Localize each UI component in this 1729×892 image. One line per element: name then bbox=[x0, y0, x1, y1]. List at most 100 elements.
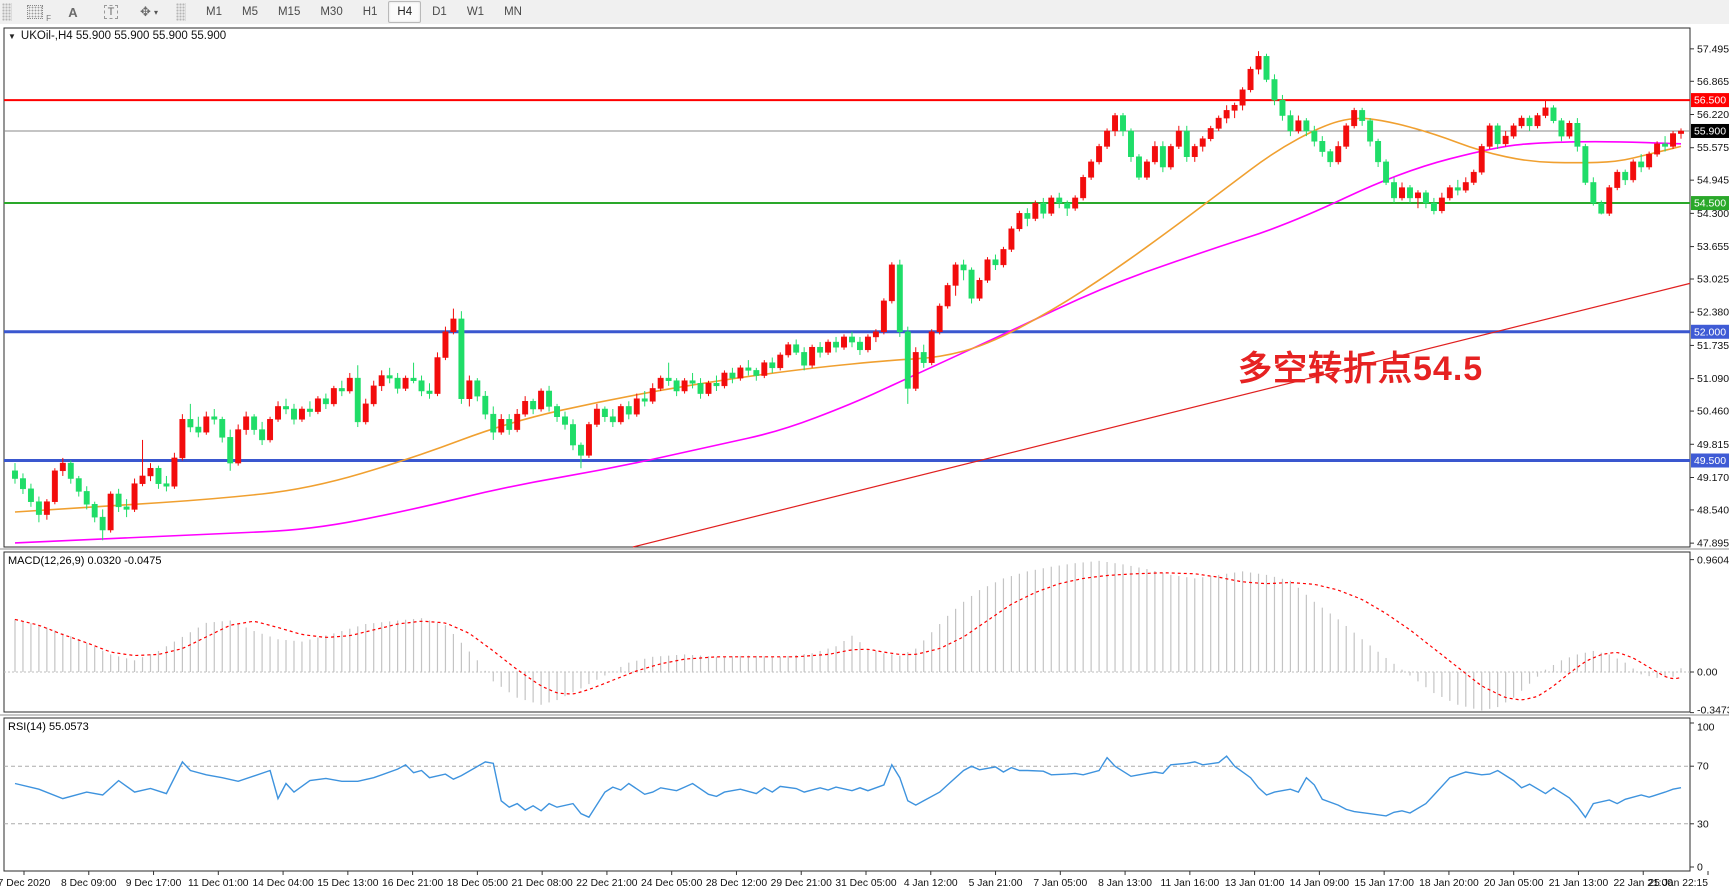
objects-grid-button[interactable]: F bbox=[18, 1, 52, 23]
text-tool-icon: T bbox=[103, 5, 119, 19]
cursor-tool-button[interactable]: A bbox=[56, 1, 90, 23]
svg-text:55.575: 55.575 bbox=[1697, 142, 1729, 154]
svg-text:11 Jan 16:00: 11 Jan 16:00 bbox=[1160, 878, 1219, 889]
svg-text:7 Dec 2020: 7 Dec 2020 bbox=[0, 878, 51, 889]
svg-text:54.500: 54.500 bbox=[1694, 198, 1726, 210]
svg-text:51.735: 51.735 bbox=[1697, 340, 1729, 352]
timeframe-button-group: M1 M5 M15 M30 H1 H4 D1 W1 MN bbox=[196, 1, 532, 23]
svg-text:49.500: 49.500 bbox=[1694, 455, 1726, 467]
price-badge-49.500 bbox=[1691, 453, 1729, 468]
svg-text:50.460: 50.460 bbox=[1697, 406, 1729, 418]
svg-text:14 Dec 04:00: 14 Dec 04:00 bbox=[252, 878, 314, 889]
cursor-a-icon: A bbox=[68, 4, 78, 20]
svg-text:29 Dec 21:00: 29 Dec 21:00 bbox=[771, 878, 833, 889]
rsi-line bbox=[14, 755, 1682, 819]
svg-text:13 Jan 01:00: 13 Jan 01:00 bbox=[1225, 878, 1285, 889]
svg-text:52.380: 52.380 bbox=[1697, 307, 1729, 319]
draw-arrows-tool-button[interactable]: ✥ ▾ bbox=[132, 1, 166, 23]
svg-text:21 Jan 13:00: 21 Jan 13:00 bbox=[1549, 878, 1609, 889]
svg-text:49.815: 49.815 bbox=[1697, 439, 1729, 451]
svg-text:49.170: 49.170 bbox=[1697, 472, 1729, 484]
candles bbox=[12, 51, 1684, 541]
svg-text:55.900: 55.900 bbox=[1694, 125, 1726, 137]
svg-text:56.220: 56.220 bbox=[1697, 109, 1729, 121]
objects-grid-icon bbox=[27, 5, 43, 19]
svg-text:100: 100 bbox=[1697, 722, 1715, 734]
timeframe-button-MN[interactable]: MN bbox=[504, 6, 522, 18]
svg-text:25 Jan 22:15: 25 Jan 22:15 bbox=[1648, 878, 1708, 889]
chart-canvas[interactable]: 57.495 56.865 56.220 55.575 54.945 54.300 53.6… bbox=[0, 24, 1729, 892]
timeframe-button-H1[interactable]: H1 bbox=[362, 6, 378, 18]
timeframe-button-H4[interactable]: H4 bbox=[388, 1, 422, 23]
svg-text:14 Jan 09:00: 14 Jan 09:00 bbox=[1290, 878, 1350, 889]
macd-indicator-label: MACD(12,26,9) 0.0320 -0.0475 bbox=[8, 555, 162, 567]
svg-text:48.540: 48.540 bbox=[1697, 504, 1729, 516]
timeframe-button-M5[interactable]: M5 bbox=[241, 6, 258, 18]
timeframe-group-grip-handle[interactable] bbox=[176, 3, 186, 21]
price-badge-52.000 bbox=[1691, 324, 1729, 339]
svg-text:18 Dec 05:00: 18 Dec 05:00 bbox=[447, 878, 509, 889]
svg-text:16 Dec 21:00: 16 Dec 21:00 bbox=[382, 878, 444, 889]
timeframe-button-W1[interactable]: W1 bbox=[466, 6, 485, 18]
top-toolbar: F A T ✥ ▾ M1 M5 M15 M30 H1 H4 D1 W1 MN bbox=[0, 0, 1729, 25]
trendline bbox=[632, 282, 1691, 548]
svg-text:28 Dec 12:00: 28 Dec 12:00 bbox=[706, 878, 768, 889]
main-price-panel bbox=[4, 51, 1691, 548]
svg-text:54.945: 54.945 bbox=[1697, 175, 1729, 187]
svg-text:0.00: 0.00 bbox=[1697, 667, 1718, 679]
svg-text:22 Jan 21:00: 22 Jan 21:00 bbox=[1613, 878, 1673, 889]
svg-text:53.025: 53.025 bbox=[1697, 274, 1729, 286]
timeframe-button-D1[interactable]: D1 bbox=[432, 6, 447, 18]
svg-text:7 Jan 05:00: 7 Jan 05:00 bbox=[1033, 878, 1087, 889]
svg-text:21 Dec 08:00: 21 Dec 08:00 bbox=[512, 878, 574, 889]
timeframe-button-M30[interactable]: M30 bbox=[320, 6, 343, 18]
svg-text:54.300: 54.300 bbox=[1697, 208, 1729, 220]
rsi-indicator-label: RSI(14) 55.0573 bbox=[8, 721, 89, 733]
svg-text:22 Dec 21:00: 22 Dec 21:00 bbox=[576, 878, 638, 889]
chart-annotation-text: 多空转折点54.5 bbox=[1238, 350, 1484, 388]
macd-signal-line bbox=[14, 572, 1682, 701]
svg-text:24 Dec 05:00: 24 Dec 05:00 bbox=[641, 878, 703, 889]
draw-arrows-icon: ✥ bbox=[140, 4, 151, 19]
svg-text:11 Dec 01:00: 11 Dec 01:00 bbox=[188, 878, 249, 889]
symbol-ohlc-readout: UKOil-,H4 55.900 55.900 55.900 55.900 bbox=[20, 30, 227, 42]
svg-text:57.495: 57.495 bbox=[1697, 43, 1729, 55]
dropdown-caret-icon: ▾ bbox=[153, 7, 158, 17]
collapse-triangle-icon: ▼ bbox=[8, 31, 16, 41]
svg-text:53.655: 53.655 bbox=[1697, 241, 1729, 253]
svg-text:15 Jan 17:00: 15 Jan 17:00 bbox=[1354, 878, 1414, 889]
ma-fast-line bbox=[14, 117, 1682, 513]
svg-text:52.000: 52.000 bbox=[1694, 326, 1726, 338]
price-badge-54.500 bbox=[1691, 196, 1729, 211]
svg-text:8 Dec 09:00: 8 Dec 09:00 bbox=[61, 878, 117, 889]
svg-text:15 Dec 13:00: 15 Dec 13:00 bbox=[317, 878, 379, 889]
text-label-tool-button[interactable]: T bbox=[94, 1, 128, 23]
svg-text:8 Jan 13:00: 8 Jan 13:00 bbox=[1098, 878, 1152, 889]
svg-text:47.895: 47.895 bbox=[1697, 538, 1729, 550]
timeframe-button-M1[interactable]: M1 bbox=[206, 6, 222, 18]
toolbar-grip-handle[interactable] bbox=[2, 3, 12, 21]
price-badge-56.500 bbox=[1691, 93, 1729, 108]
macd-panel bbox=[4, 560, 1690, 711]
svg-text:51.090: 51.090 bbox=[1697, 373, 1729, 385]
price-badge-55.900 bbox=[1691, 123, 1729, 138]
svg-text:18 Jan 20:00: 18 Jan 20:00 bbox=[1419, 878, 1479, 889]
svg-text:70: 70 bbox=[1697, 761, 1709, 773]
svg-text:0.9604: 0.9604 bbox=[1697, 555, 1729, 567]
svg-text:-0.3473: -0.3473 bbox=[1697, 705, 1729, 717]
time-axis: 7 Dec 2020 8 Dec 09:00 9 Dec 17:00 11 Dec 0… bbox=[0, 871, 1709, 889]
svg-text:30: 30 bbox=[1697, 818, 1709, 830]
objects-grid-sub-label: F bbox=[46, 14, 51, 23]
svg-text:56.500: 56.500 bbox=[1694, 95, 1726, 107]
svg-text:31 Dec 05:00: 31 Dec 05:00 bbox=[835, 878, 897, 889]
symbol-title: ▼ UKOil-,H4 55.900 55.900 55.900 55.900 bbox=[8, 30, 226, 42]
svg-text:20 Jan 05:00: 20 Jan 05:00 bbox=[1484, 878, 1544, 889]
svg-text:9 Dec 17:00: 9 Dec 17:00 bbox=[126, 878, 182, 889]
ma-slow-line bbox=[14, 140, 1682, 544]
rsi-panel bbox=[4, 755, 1690, 825]
svg-text:4 Jan 12:00: 4 Jan 12:00 bbox=[904, 878, 958, 889]
svg-text:56.865: 56.865 bbox=[1697, 76, 1729, 88]
chart-window: 57.495 56.865 56.220 55.575 54.945 54.300 53.6… bbox=[0, 24, 1729, 892]
timeframe-button-M15[interactable]: M15 bbox=[277, 6, 301, 18]
